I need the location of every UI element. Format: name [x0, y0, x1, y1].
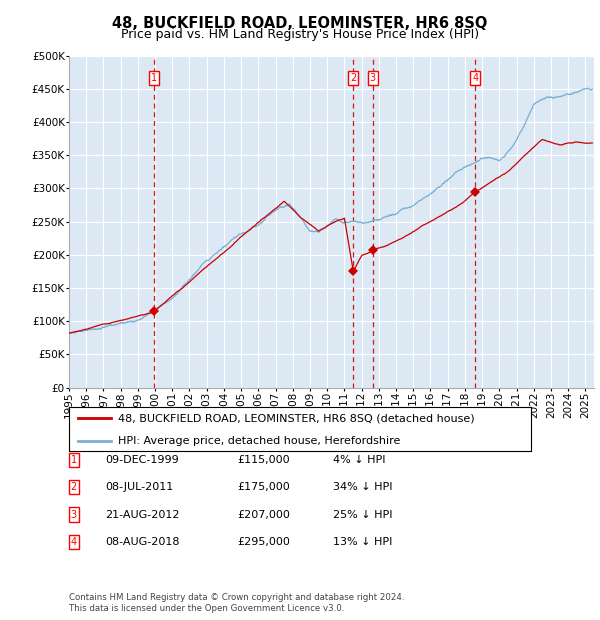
Text: 4% ↓ HPI: 4% ↓ HPI [333, 455, 386, 465]
Text: Contains HM Land Registry data © Crown copyright and database right 2024.
This d: Contains HM Land Registry data © Crown c… [69, 593, 404, 613]
Text: 3: 3 [71, 510, 77, 520]
Text: 1: 1 [71, 455, 77, 465]
Text: 09-DEC-1999: 09-DEC-1999 [105, 455, 179, 465]
Text: 2: 2 [350, 73, 356, 82]
Text: 4: 4 [71, 537, 77, 547]
Text: £295,000: £295,000 [237, 537, 290, 547]
Text: 3: 3 [370, 73, 376, 82]
Text: 13% ↓ HPI: 13% ↓ HPI [333, 537, 392, 547]
Text: 08-JUL-2011: 08-JUL-2011 [105, 482, 173, 492]
Text: 2: 2 [71, 482, 77, 492]
Text: 48, BUCKFIELD ROAD, LEOMINSTER, HR6 8SQ: 48, BUCKFIELD ROAD, LEOMINSTER, HR6 8SQ [112, 16, 488, 30]
Text: 25% ↓ HPI: 25% ↓ HPI [333, 510, 392, 520]
Text: £115,000: £115,000 [237, 455, 290, 465]
Text: 48, BUCKFIELD ROAD, LEOMINSTER, HR6 8SQ (detached house): 48, BUCKFIELD ROAD, LEOMINSTER, HR6 8SQ … [118, 414, 474, 423]
Text: HPI: Average price, detached house, Herefordshire: HPI: Average price, detached house, Here… [118, 436, 400, 446]
Text: Price paid vs. HM Land Registry's House Price Index (HPI): Price paid vs. HM Land Registry's House … [121, 28, 479, 41]
Text: £175,000: £175,000 [237, 482, 290, 492]
Text: 1: 1 [151, 73, 157, 82]
Text: 08-AUG-2018: 08-AUG-2018 [105, 537, 179, 547]
Text: 34% ↓ HPI: 34% ↓ HPI [333, 482, 392, 492]
Text: £207,000: £207,000 [237, 510, 290, 520]
Text: 21-AUG-2012: 21-AUG-2012 [105, 510, 179, 520]
Text: 4: 4 [472, 73, 478, 82]
